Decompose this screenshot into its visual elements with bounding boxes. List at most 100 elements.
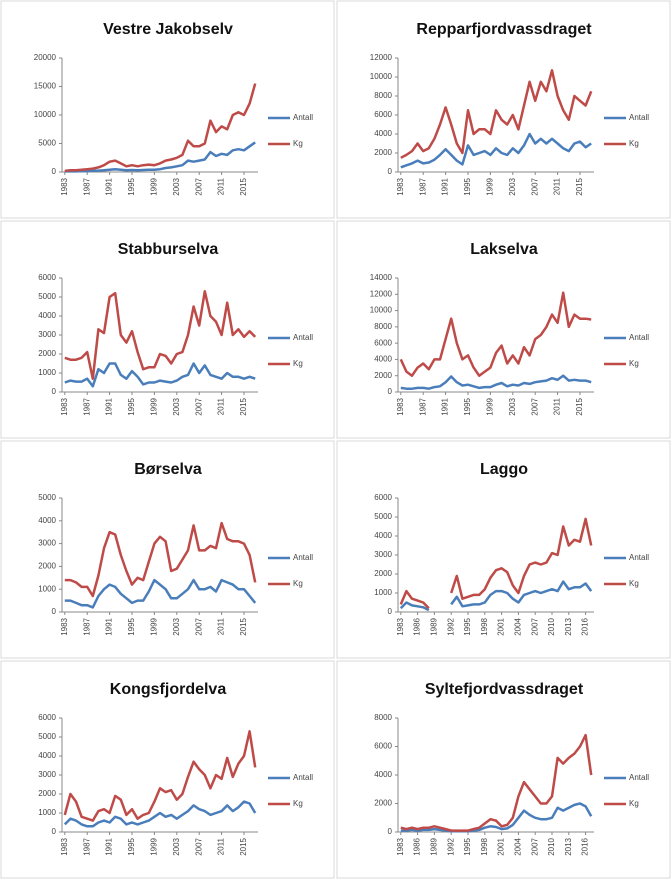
series-line [399, 291, 592, 377]
panel-border [336, 220, 671, 439]
panel-border [336, 0, 671, 219]
x-tick-label: 2015 [239, 177, 248, 195]
series-line [400, 69, 593, 159]
x-tick-label: 2016 [581, 837, 590, 855]
series-line [399, 580, 593, 612]
y-tick-label: 10000 [370, 72, 393, 81]
legend-label: Kg [293, 359, 303, 368]
x-tick-label: 1999 [486, 397, 495, 415]
x-tick-label: 2010 [547, 617, 556, 635]
x-tick-label: 2010 [547, 837, 556, 855]
x-tick-label: 2003 [172, 617, 181, 635]
legend-label: Antall [293, 773, 313, 782]
x-tick-label: 2004 [514, 837, 523, 855]
legend-label: Antall [293, 113, 313, 122]
y-tick-label: 0 [52, 827, 57, 836]
y-tick-label: 2000 [38, 349, 56, 358]
legend-label: Antall [629, 553, 649, 562]
x-tick-label: 1992 [446, 837, 455, 855]
x-tick-label: 2013 [564, 837, 573, 855]
y-tick-label: 4000 [374, 531, 392, 540]
x-tick-label: 1983 [396, 617, 405, 635]
x-tick-label: 1987 [82, 397, 91, 415]
y-tick-label: 0 [388, 607, 393, 616]
panel-title: Kongsfjordelva [110, 681, 227, 698]
x-tick-label: 1986 [413, 617, 422, 635]
x-tick-label: 1983 [60, 177, 69, 195]
y-tick-label: 10000 [34, 110, 57, 119]
y-tick-label: 1000 [38, 808, 56, 817]
y-tick-label: 3000 [374, 550, 392, 559]
x-tick-label: 1986 [413, 837, 422, 855]
x-tick-label: 1987 [82, 177, 91, 195]
x-tick-label: 1987 [82, 837, 91, 855]
x-tick-label: 2015 [575, 177, 584, 195]
y-tick-label: 4000 [38, 751, 56, 760]
x-tick-label: 1999 [150, 177, 159, 195]
y-tick-label: 15000 [34, 82, 57, 91]
x-tick-label: 1991 [105, 617, 114, 635]
x-tick-label: 2011 [217, 397, 226, 415]
x-tick-label: 2015 [239, 617, 248, 635]
panel-border [336, 440, 671, 659]
legend-label: Antall [629, 773, 649, 782]
x-tick-label: 2011 [553, 177, 562, 195]
panel-title: Syltefjordvassdraget [425, 681, 584, 698]
series-line [64, 141, 256, 173]
panel-border [336, 660, 671, 879]
x-tick-label: 1983 [396, 837, 405, 855]
x-tick-label: 1991 [105, 177, 114, 195]
y-tick-label: 2000 [374, 569, 392, 578]
y-tick-label: 0 [52, 387, 57, 396]
legend-label: Antall [293, 333, 313, 342]
y-tick-label: 5000 [38, 292, 56, 301]
x-tick-label: 1995 [127, 177, 136, 195]
series-line [400, 132, 592, 169]
panel-title: Lakselva [470, 241, 538, 258]
y-tick-label: 14000 [370, 273, 393, 282]
series-line [400, 802, 593, 833]
y-tick-label: 0 [388, 167, 393, 176]
panel-border [0, 660, 335, 879]
x-tick-label: 2007 [530, 177, 539, 195]
x-tick-label: 2004 [514, 617, 523, 635]
x-tick-label: 1998 [480, 617, 489, 635]
y-tick-label: 5000 [38, 139, 56, 148]
x-tick-label: 2015 [239, 397, 248, 415]
x-tick-label: 1987 [82, 617, 91, 635]
y-tick-label: 20000 [34, 53, 57, 62]
y-tick-label: 1000 [374, 588, 392, 597]
y-tick-label: 2000 [374, 148, 392, 157]
series-line [63, 730, 257, 822]
series-line [64, 290, 257, 380]
y-tick-label: 1000 [38, 584, 56, 593]
x-tick-label: 2007 [194, 177, 203, 195]
series-line [64, 521, 257, 598]
x-tick-label: 1995 [463, 837, 472, 855]
x-tick-label: 1991 [105, 397, 114, 415]
x-tick-label: 1999 [150, 617, 159, 635]
panel-title: Repparfjordvassdraget [416, 21, 592, 38]
series-line [400, 733, 593, 832]
x-tick-label: 2011 [217, 177, 226, 195]
legend-label: Kg [629, 359, 639, 368]
x-tick-label: 1983 [396, 177, 405, 195]
x-tick-label: 2015 [575, 397, 584, 415]
series-line [64, 83, 257, 173]
panel-title: Stabburselva [118, 241, 219, 258]
x-tick-label: 2015 [239, 837, 248, 855]
y-tick-label: 12000 [370, 53, 393, 62]
y-tick-label: 4000 [38, 516, 56, 525]
x-tick-label: 1983 [396, 397, 405, 415]
x-tick-label: 2007 [530, 837, 539, 855]
y-tick-label: 6000 [38, 273, 56, 282]
panel-title: Børselva [134, 461, 202, 478]
y-tick-label: 2000 [38, 789, 56, 798]
x-tick-label: 2003 [508, 177, 517, 195]
x-tick-label: 1995 [463, 397, 472, 415]
y-tick-label: 3000 [38, 539, 56, 548]
x-tick-label: 2003 [508, 397, 517, 415]
legend-label: Kg [293, 579, 303, 588]
y-tick-label: 3000 [38, 330, 56, 339]
